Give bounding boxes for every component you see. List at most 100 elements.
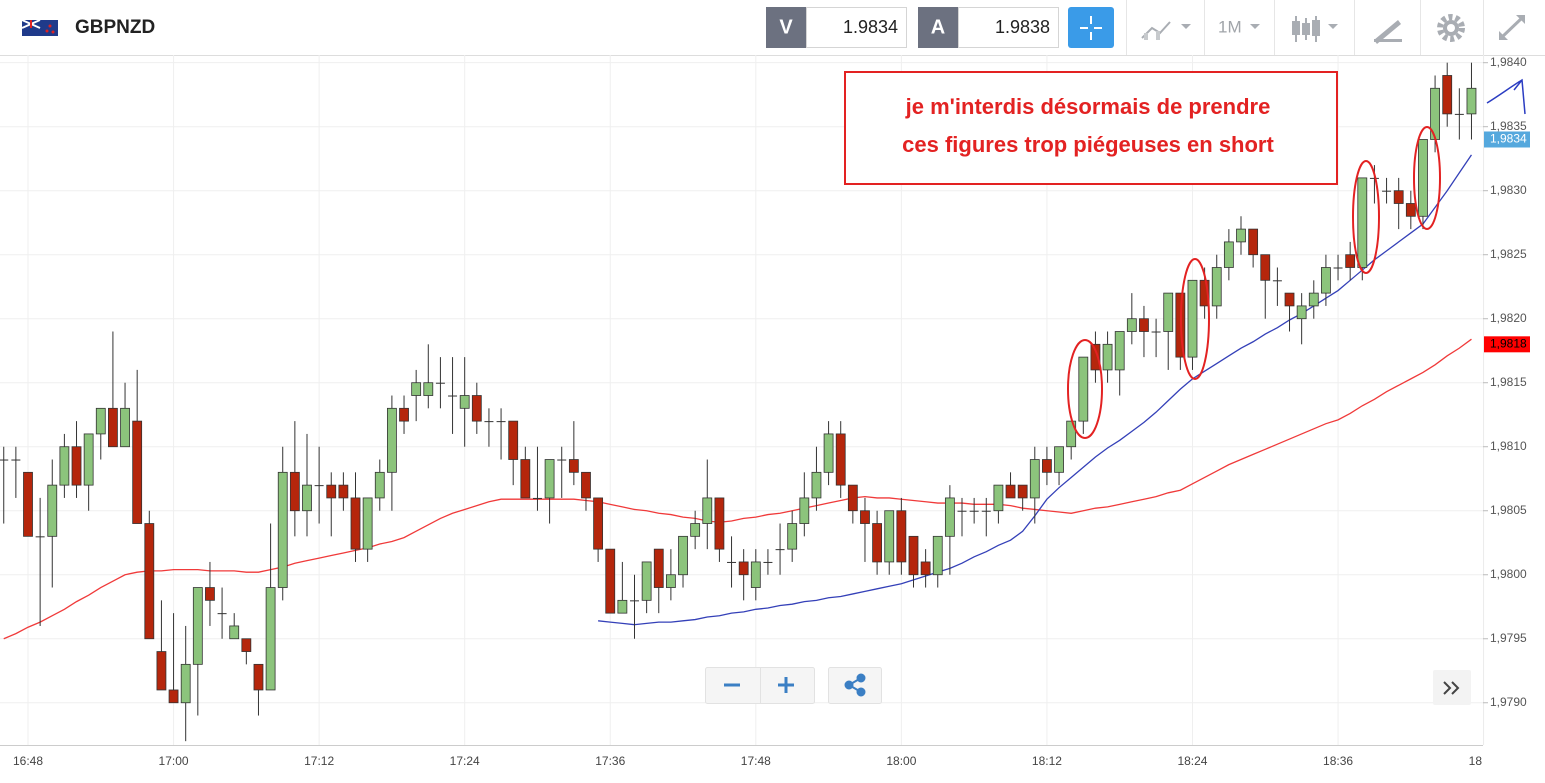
price-label-bg [1484, 336, 1530, 353]
candle-body [727, 561, 737, 563]
candle-body [496, 421, 506, 423]
price-label-bg [1484, 131, 1530, 148]
candle-body [835, 433, 846, 486]
candle-body [132, 420, 143, 524]
candle-body [557, 459, 567, 461]
buy-button[interactable] [918, 7, 958, 48]
candle-body [1114, 331, 1125, 371]
y-tick-label: 1,9835 [1490, 119, 1527, 133]
candle-body [605, 548, 616, 614]
candle-body [581, 471, 591, 499]
candle-body [1321, 267, 1331, 294]
fullscreen-button[interactable] [1499, 15, 1525, 40]
candle-body [532, 497, 542, 499]
candle-body [180, 663, 191, 704]
candle-body [1272, 280, 1282, 282]
candle-body [374, 471, 385, 499]
candle-body [750, 561, 761, 588]
candle-body [1017, 484, 1028, 499]
candle-body [95, 407, 106, 435]
chart-type-button[interactable] [1141, 21, 1191, 40]
y-tick-label: 1,9795 [1490, 631, 1527, 645]
candle-body [0, 459, 9, 461]
scroll-right-button[interactable] [1433, 670, 1471, 705]
x-tick-label: 17:12 [304, 754, 334, 768]
candle-body [690, 523, 701, 537]
candle-body [811, 471, 822, 499]
candle-body [23, 471, 33, 537]
share-icon [844, 673, 866, 697]
candle-body [653, 548, 664, 588]
x-tick-label: 18:36 [1323, 754, 1353, 768]
sell-button[interactable] [766, 7, 806, 48]
candle-body [168, 689, 179, 704]
candle-body [775, 549, 785, 551]
y-tick-label: 1,9800 [1490, 567, 1527, 581]
crosshair-button[interactable] [1068, 7, 1114, 48]
candle-body [1078, 356, 1089, 422]
sell-price: 1.9834 [843, 17, 898, 37]
candle-body [969, 510, 979, 512]
candle-body [908, 535, 919, 576]
timeframe[interactable]: 1M [1218, 17, 1242, 36]
candle-body [411, 382, 422, 396]
candle-body [484, 421, 494, 423]
candle-body [1151, 331, 1161, 333]
candle-body [520, 459, 531, 499]
candle-body [326, 484, 337, 499]
candle-body [192, 587, 203, 665]
candle-body [1005, 484, 1016, 499]
candle-body [641, 561, 652, 601]
candle-body [617, 599, 628, 614]
toolbar: GBPNZD V 1.9834 A 1.9838 1M [0, 0, 1545, 56]
candle-style-button[interactable] [1292, 16, 1338, 42]
moving-average-line [3, 338, 1472, 640]
price-label: 1,9818 [1490, 336, 1527, 350]
candle-body [386, 407, 397, 473]
candle-body [872, 523, 882, 563]
candle-body [108, 407, 118, 448]
candle-body [399, 407, 409, 422]
candle-body [144, 523, 155, 640]
y-tick-label: 1,9820 [1490, 311, 1527, 325]
candle-body [1418, 139, 1428, 217]
separators [1126, 0, 1484, 55]
x-tick-label: 17:48 [741, 754, 771, 768]
candle-body [1296, 305, 1307, 320]
candle-body [738, 561, 749, 576]
candle-body [981, 510, 991, 512]
candle-body [217, 613, 227, 615]
candle-body [630, 600, 639, 602]
zoom-in[interactable] [778, 677, 794, 693]
y-tick-label: 1,9790 [1490, 695, 1527, 709]
candle-body [860, 510, 870, 524]
x-tick-label: 16:48 [13, 754, 43, 768]
annotation-text: je m'interdis désormais de prendre [905, 94, 1271, 119]
share-button[interactable] [828, 667, 882, 704]
candle-body [156, 651, 167, 691]
settings-button[interactable] [1437, 14, 1465, 42]
x-tick-label: 17:24 [450, 754, 480, 768]
x-tick-label: 18:12 [1032, 754, 1062, 768]
buy-label: A [931, 16, 945, 38]
zoom-controls [705, 667, 882, 704]
candle-body [338, 484, 349, 499]
annotation-ellipses [1067, 126, 1441, 439]
candle-body [896, 510, 907, 563]
draw-tool-button[interactable] [1374, 20, 1402, 44]
hand-drawn-arrow [1486, 78, 1526, 115]
x-tick-label: 17:36 [595, 754, 625, 768]
candle-body [277, 471, 288, 588]
candle-body [1442, 75, 1453, 115]
y-tick-label: 1,9825 [1490, 247, 1527, 261]
candle-body [435, 382, 445, 384]
candle-body [1102, 343, 1113, 371]
candle-body [1223, 241, 1234, 268]
candle-body [1029, 459, 1040, 499]
timeframe-caret [1250, 24, 1260, 29]
candle-body [1163, 292, 1174, 332]
candle-body [1260, 254, 1271, 281]
candle-body [1090, 343, 1101, 371]
candle-body [362, 497, 373, 550]
x-tick-label: 18 [1469, 754, 1483, 768]
